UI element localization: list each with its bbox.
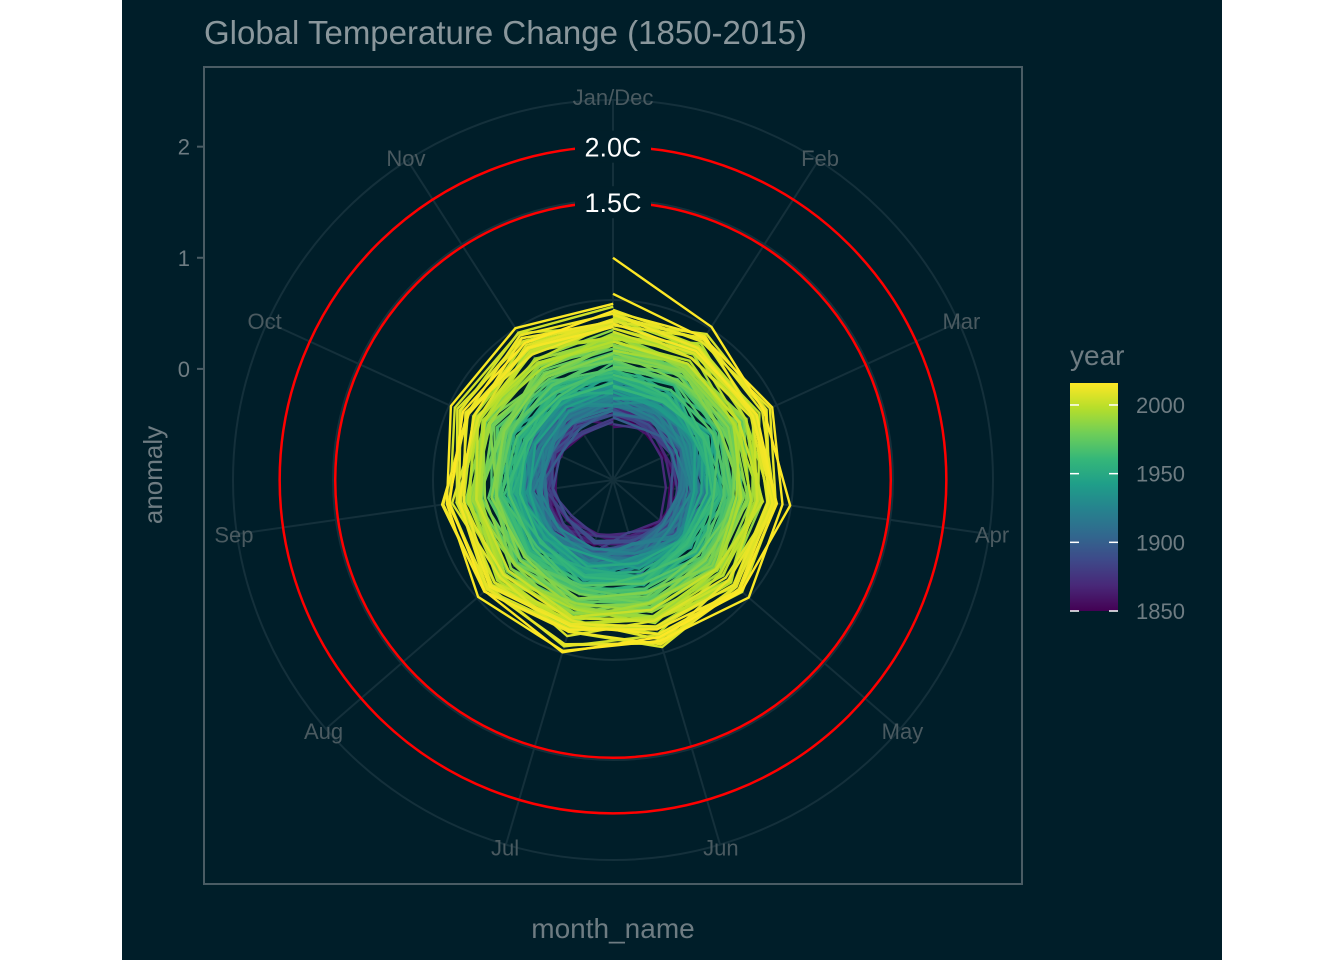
month-label: Sep	[214, 523, 253, 548]
year-line	[448, 256, 792, 654]
threshold-label-bg	[575, 186, 651, 219]
legend-tick-label: 1900	[1136, 530, 1185, 555]
year-line	[442, 312, 774, 646]
month-label: Jan/Dec	[573, 85, 654, 110]
grid-spoke	[325, 479, 614, 730]
year-line	[500, 367, 721, 578]
y-axis-title: anomaly	[138, 426, 168, 524]
month-label: Nov	[386, 146, 425, 171]
month-label: Apr	[975, 523, 1009, 548]
month-label: Jul	[491, 835, 519, 860]
x-axis-title: month_name	[531, 913, 694, 944]
month-label: Mar	[942, 309, 980, 334]
y-axis: 0 1 2	[178, 135, 204, 382]
month-label: Feb	[801, 146, 839, 171]
year-lines	[440, 256, 792, 654]
y-tick-label: 0	[178, 357, 190, 382]
color-legend: year 1850 1900 1950 2000	[1070, 340, 1185, 624]
legend-colorbar	[1070, 383, 1118, 611]
threshold-label-bg	[575, 130, 651, 163]
y-tick-label: 1	[178, 246, 190, 271]
chart-title: Global Temperature Change (1850-2015)	[204, 14, 807, 51]
year-line	[532, 397, 693, 565]
legend-tick-label: 2000	[1136, 393, 1185, 418]
grid-spoke	[612, 479, 990, 536]
year-line	[503, 365, 721, 595]
month-label: May	[882, 719, 924, 744]
year-line	[440, 322, 778, 631]
legend-tick-label: 1850	[1136, 599, 1185, 624]
month-label: Jun	[703, 835, 738, 860]
threshold-label: 2.0C	[584, 133, 641, 163]
month-label: Aug	[304, 719, 343, 744]
y-tick-label: 2	[178, 135, 190, 160]
month-label: Oct	[247, 309, 281, 334]
year-line	[490, 343, 745, 608]
legend-tick-label: 1950	[1136, 462, 1185, 487]
year-line	[488, 352, 742, 600]
threshold-label: 1.5C	[584, 188, 641, 218]
threshold-rings: 1.5C 2.0C	[278, 130, 948, 815]
year-line	[528, 387, 697, 570]
legend-title: year	[1070, 340, 1124, 371]
plot-panel-border	[203, 66, 1023, 885]
